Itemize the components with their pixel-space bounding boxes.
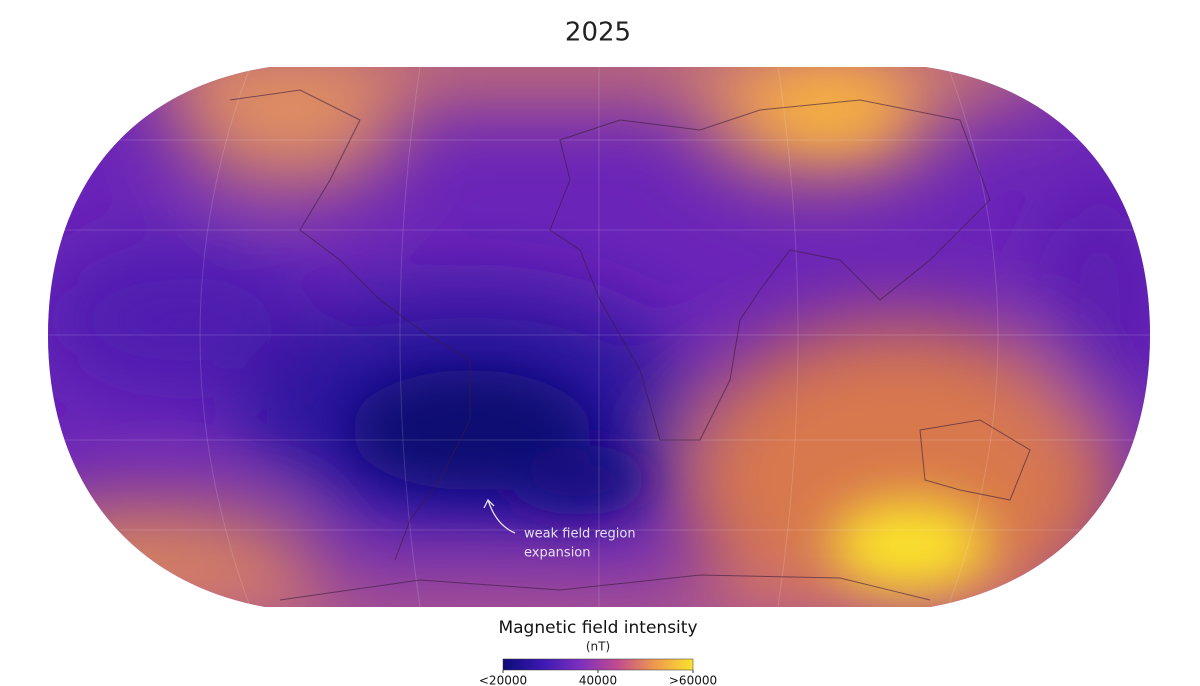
map-title: 2025 — [565, 18, 631, 48]
legend-unit: (nT) — [586, 640, 610, 654]
annotation-text: expansion — [524, 546, 591, 561]
legend-title: Magnetic field intensity — [498, 618, 697, 638]
colorbar-tick-label: <20000 — [479, 674, 527, 686]
colorbar-tick-label: 40000 — [579, 674, 617, 686]
annotation-arrow — [487, 499, 516, 534]
colorbar — [502, 658, 694, 671]
annotation-text: weak field region — [524, 527, 636, 542]
annotation-arrowhead — [483, 498, 495, 509]
colorbar-tick-label: >60000 — [669, 674, 717, 686]
field-map — [48, 67, 1150, 607]
